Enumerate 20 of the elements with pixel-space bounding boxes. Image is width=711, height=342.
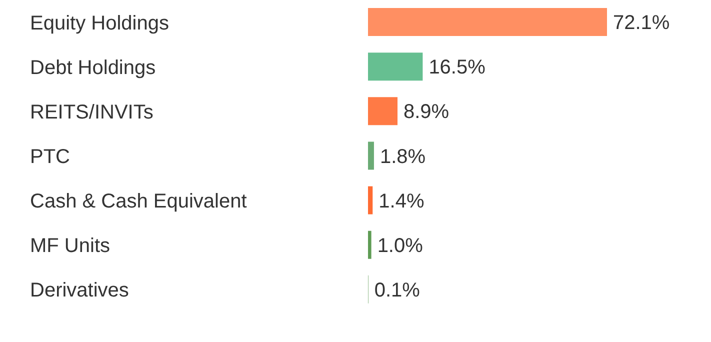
y-tick-label: Debt Holdings bbox=[30, 56, 156, 79]
data-label: 16.5% bbox=[428, 56, 486, 79]
bar bbox=[368, 52, 423, 81]
bar bbox=[368, 8, 607, 36]
bar bbox=[368, 142, 374, 170]
bar bbox=[368, 97, 398, 126]
bar bbox=[368, 230, 372, 259]
y-tick-label: MF Units bbox=[30, 235, 110, 258]
y-tick-label: Equity Holdings bbox=[30, 12, 169, 34]
bar bbox=[368, 186, 373, 214]
y-tick-label: PTC bbox=[30, 146, 70, 168]
data-label: 0.1% bbox=[374, 280, 420, 302]
data-label: 1.4% bbox=[378, 190, 424, 212]
data-label: 8.9% bbox=[404, 101, 450, 124]
data-label: 1.8% bbox=[380, 146, 426, 168]
data-label: 72.1% bbox=[613, 12, 670, 34]
y-tick-label: Cash & Cash Equivalent bbox=[30, 190, 248, 213]
y-tick-label: REITS/INVITs bbox=[30, 101, 154, 124]
data-label: 1.0% bbox=[377, 234, 424, 257]
y-tick-label: Derivatives bbox=[30, 280, 129, 302]
